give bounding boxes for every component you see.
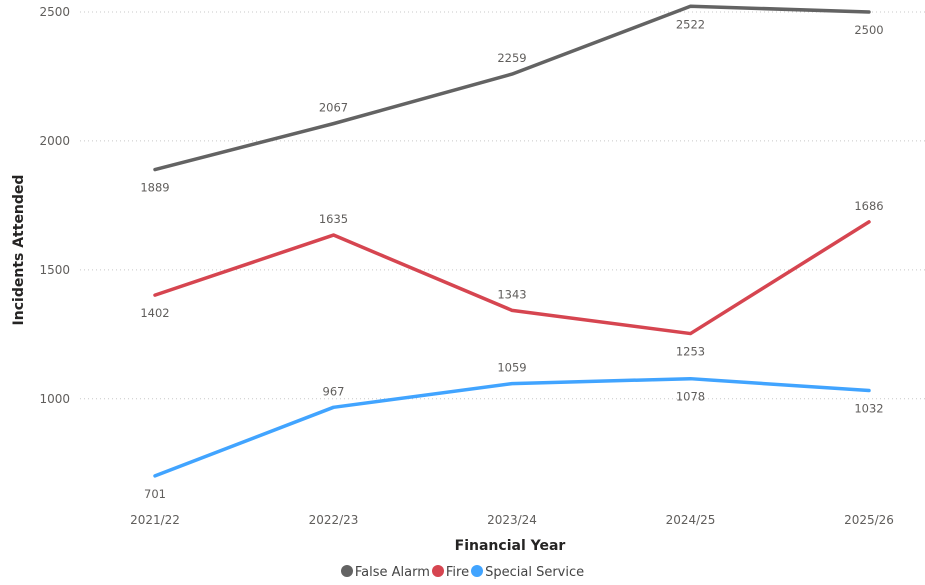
data-label: 967 [323, 384, 345, 398]
data-label: 1253 [676, 345, 705, 359]
legend-label: Fire [445, 565, 470, 580]
legend-marker-icon [471, 565, 484, 577]
gridlines [80, 11, 925, 400]
x-tick-label: 2023/24 [487, 513, 537, 527]
legend-item[interactable]: False Alarm [340, 565, 430, 580]
series-line [153, 220, 871, 336]
legend-item[interactable]: Fire [431, 565, 470, 580]
data-label: 1059 [497, 361, 526, 375]
data-label: 1343 [497, 287, 526, 301]
x-axis-ticks: 2021/22 2022/23 2023/24 2024/25 2025/26 [130, 513, 894, 527]
legend-marker-icon [431, 565, 444, 577]
data-label: 1635 [319, 212, 348, 226]
y-tick-label: 2500 [39, 5, 70, 19]
y-tick-label: 1500 [39, 263, 70, 277]
series-line [153, 376, 871, 478]
y-axis-ticks: 1000 1500 2000 2500 [39, 5, 70, 406]
legend-item[interactable]: Special Service [471, 565, 584, 580]
data-label: 1402 [140, 306, 169, 320]
series-lines [153, 4, 871, 478]
y-tick-label: 2000 [39, 134, 70, 148]
data-label: 1889 [140, 181, 169, 195]
data-label: 1078 [676, 390, 705, 404]
y-tick-label: 1000 [39, 392, 70, 406]
y-axis-title: Incidents Attended [11, 175, 27, 326]
legend-label: Special Service [485, 565, 585, 580]
data-label: 2500 [854, 23, 883, 37]
x-tick-label: 2021/22 [130, 513, 180, 527]
x-axis-title: Financial Year [455, 538, 566, 554]
data-label: 1032 [854, 402, 883, 416]
data-label: 1686 [854, 199, 883, 213]
x-tick-label: 2022/23 [309, 513, 359, 527]
data-labels: 1889 2067 2259 2522 2500 1402 1635 1343 1253 1686… [140, 17, 883, 501]
data-label: 2067 [319, 101, 348, 115]
x-tick-label: 2024/25 [666, 513, 716, 527]
data-label: 701 [144, 487, 166, 501]
data-label: 2259 [497, 51, 526, 65]
series-line [153, 4, 871, 172]
legend-label: False Alarm [354, 565, 430, 580]
data-label: 2522 [676, 17, 705, 31]
legend: False Alarm Fire Special Service [0, 565, 925, 580]
legend-marker-icon [340, 565, 353, 577]
x-tick-label: 2025/26 [844, 513, 894, 527]
